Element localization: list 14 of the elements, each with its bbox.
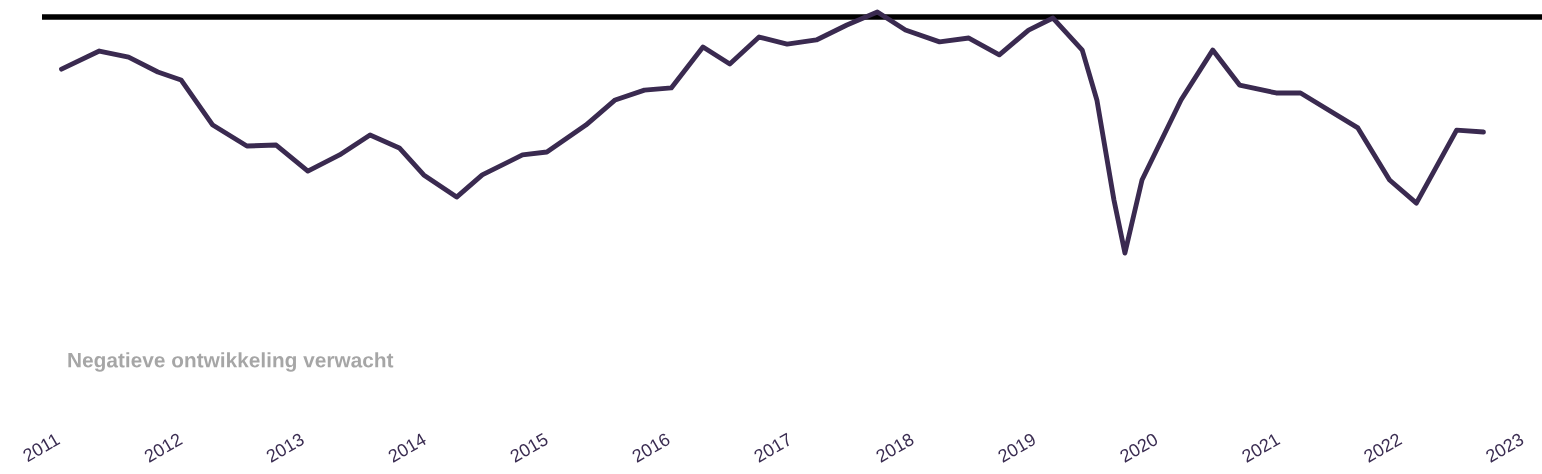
x-tick-label: 2013	[265, 432, 306, 463]
x-tick-label: 2019	[997, 432, 1037, 463]
x-tick-label: 2018	[875, 432, 915, 463]
x-tick-label: 2012	[143, 432, 183, 463]
x-tick-label: 2015	[509, 432, 549, 463]
x-tick-label: 2011	[22, 432, 61, 463]
x-tick-label: 2016	[631, 432, 671, 463]
x-tick-label: 2022	[1362, 432, 1403, 463]
x-tick-label: 2014	[387, 432, 428, 463]
x-tick-label: 2017	[753, 432, 793, 463]
x-tick-label: 2020	[1118, 432, 1159, 463]
x-tick-label: 2023	[1484, 432, 1525, 463]
x-tick-label: 2021	[1240, 432, 1281, 463]
text: Negatieve ontwikkeling verwacht	[68, 352, 394, 372]
